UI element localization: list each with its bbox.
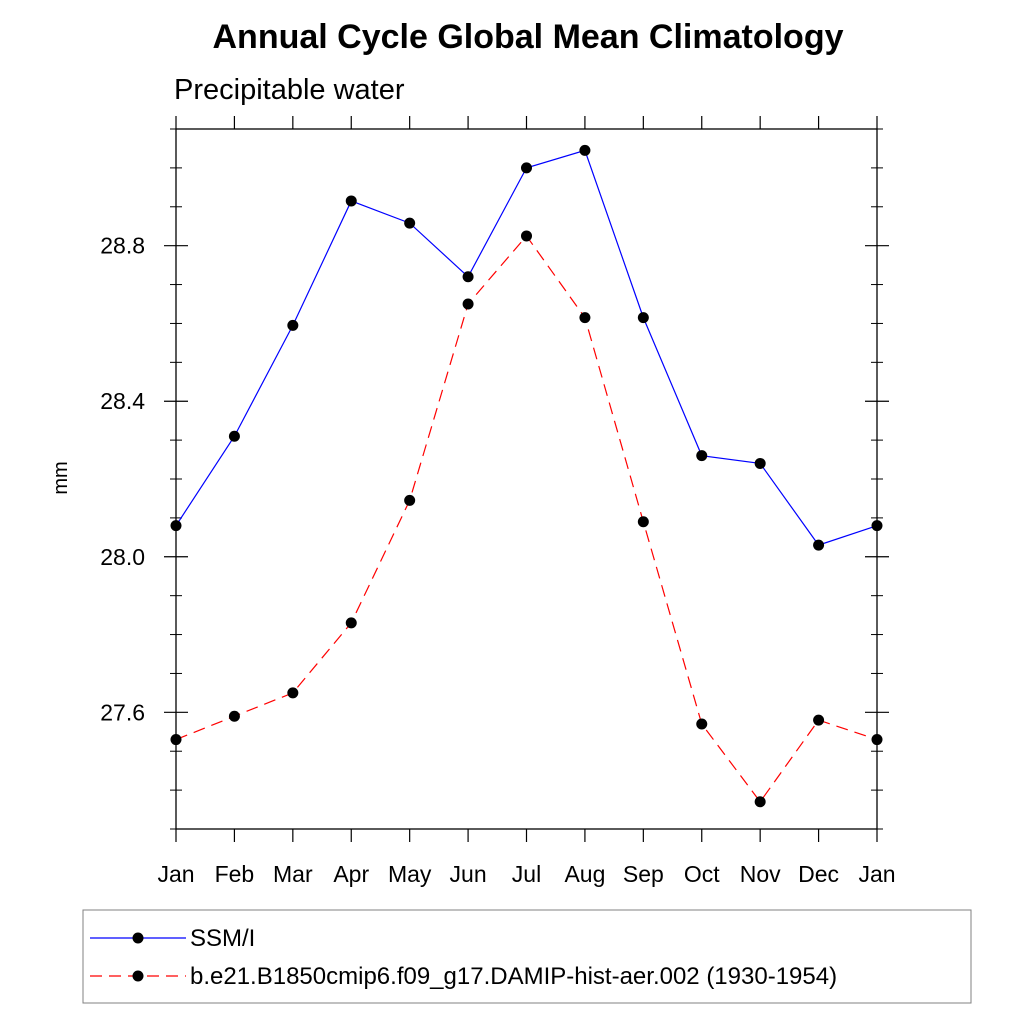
series-1-point <box>579 144 591 156</box>
series-2-point <box>228 710 240 722</box>
legend-marker-2 <box>132 970 144 982</box>
y-axis-label: mm <box>50 461 72 494</box>
series-2-point <box>462 298 474 310</box>
series-2-point <box>579 312 591 324</box>
x-tick-label: Nov <box>740 861 781 887</box>
x-tick-label: Jul <box>512 861 541 887</box>
series-1-point <box>345 195 357 207</box>
series-line-2 <box>175 234 878 803</box>
x-tick-label: Oct <box>684 861 720 887</box>
legend-marker-1 <box>132 932 144 944</box>
series-1-point <box>287 319 299 331</box>
series-2-point <box>521 230 532 242</box>
legend-label-1: SSM/I <box>190 925 255 952</box>
series-line-1 <box>175 149 878 546</box>
x-tick-label: Aug <box>564 861 605 887</box>
series-1-point <box>404 217 416 229</box>
series-1-point <box>228 430 240 442</box>
y-tick-label: 28.4 <box>100 388 145 414</box>
series-1-point <box>754 457 766 469</box>
x-tick-label: Sep <box>623 861 664 887</box>
series-2-point <box>871 734 883 746</box>
x-tick-label: Dec <box>798 861 839 887</box>
x-tick-label: Jan <box>157 861 194 887</box>
legend-box <box>82 909 972 1004</box>
data-series <box>170 144 883 808</box>
y-tick-label: 27.6 <box>100 699 145 725</box>
legend: SSM/I b.e21.B1850cmip6.f09_g17.DAMIP-hist… <box>90 925 837 990</box>
series-1-point <box>521 162 532 174</box>
series-1-point <box>871 520 883 532</box>
x-tick-label: May <box>388 861 432 887</box>
x-tick-label: Jun <box>450 861 487 887</box>
y-tick-labels: 27.6 28.0 28.4 28.8 <box>100 233 145 726</box>
series-1-point <box>170 520 182 532</box>
x-tick-label: Apr <box>333 861 369 887</box>
x-tick-label: Mar <box>273 861 313 887</box>
y-tick-label: 28.0 <box>100 544 145 570</box>
series-2-point <box>404 494 416 506</box>
series-1-point <box>462 271 474 283</box>
chart-subtitle: Precipitable water <box>174 74 405 106</box>
series-1-point <box>813 539 825 551</box>
series-2-point <box>287 687 299 699</box>
x-tick-label: Jan <box>858 861 895 887</box>
series-2-point <box>345 617 357 629</box>
series-2-point <box>813 714 825 726</box>
axis-ticks <box>164 116 889 842</box>
series-1-point <box>637 312 649 324</box>
x-tick-label: Feb <box>215 861 255 887</box>
series-2-point <box>696 718 708 730</box>
y-tick-label: 28.8 <box>100 233 145 259</box>
series-2-point <box>170 734 182 746</box>
x-tick-labels: Jan Feb Mar Apr May Jun Jul Aug Sep Oct Nov Dec Jan <box>157 861 895 887</box>
series-2-point <box>637 516 649 528</box>
legend-label-2: b.e21.B1850cmip6.f09_g17.DAMIP-hist-aer.… <box>190 963 837 990</box>
series-1-point <box>696 450 708 462</box>
series-2-point <box>754 796 766 808</box>
chart-title: Annual Cycle Global Mean Climatology <box>213 18 844 56</box>
